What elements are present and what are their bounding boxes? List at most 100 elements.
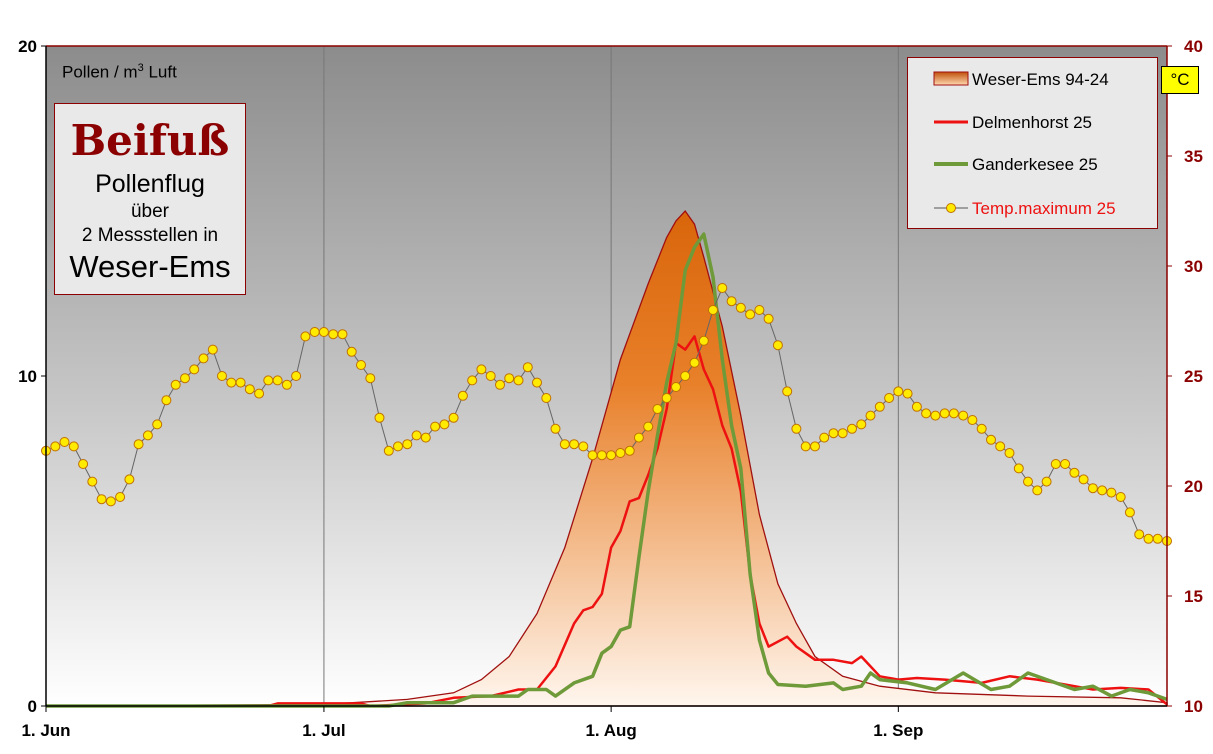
y-right-tick-label: 30 [1184, 257, 1203, 276]
temperature-point [152, 419, 163, 430]
temperature-point [448, 412, 459, 423]
temperature-point [1069, 467, 1080, 478]
y-right-tick-label: 35 [1184, 147, 1203, 166]
legend-swatches [933, 71, 969, 213]
temperature-point [142, 430, 153, 441]
x-tick-label: 1. Jun [21, 721, 70, 740]
temperature-point [1115, 492, 1126, 502]
temperature-point [263, 375, 274, 386]
temperature-point [986, 434, 996, 445]
axes [41, 45, 1172, 712]
temperature-point [374, 412, 385, 423]
temperature-point [541, 393, 552, 403]
temperature-point [180, 373, 190, 384]
temperature-point [133, 439, 144, 450]
temperature-point [207, 344, 218, 355]
temperature-point [124, 474, 135, 485]
temperature-point [911, 401, 922, 412]
title-box: Beifuß Pollenflug über 2 Messstellen in … [54, 103, 246, 295]
temperature-point [346, 346, 357, 357]
temperature-point [578, 441, 589, 452]
temperature-point [837, 428, 848, 439]
temperature-point [402, 439, 413, 450]
temperature-point [680, 371, 691, 381]
temperature-layer [41, 283, 1172, 546]
temperature-point [763, 313, 774, 324]
temperature-point [226, 377, 237, 388]
temperature-point [318, 327, 329, 337]
temperature-point [495, 379, 505, 390]
temperature-point [708, 305, 718, 315]
temperature-point [884, 393, 895, 403]
temperature-point [217, 371, 227, 381]
temperature-point [198, 353, 209, 364]
legend-label-weser-ems: Weser-Ems 94-24 [972, 70, 1109, 89]
temperature-point [513, 375, 524, 386]
temperature-point [161, 395, 172, 406]
temperature-point [948, 408, 959, 419]
temperature-point [772, 340, 783, 351]
temperature-point [569, 439, 580, 450]
y-left-tick-label: 0 [28, 697, 37, 716]
temperature-point [726, 296, 737, 307]
temperature-point [1097, 485, 1108, 496]
temperature-point [559, 439, 570, 450]
temperature-point [1013, 463, 1024, 474]
temperature-point [68, 441, 79, 452]
temperature-point [189, 364, 200, 375]
temperature-point [393, 441, 403, 452]
temperature-point [532, 377, 542, 388]
temperature-point [856, 419, 867, 430]
temperature-point [309, 327, 320, 337]
temperature-point [939, 408, 950, 419]
temperature-point [1023, 476, 1033, 487]
temperature-point [874, 401, 885, 412]
subtitle-messstellen: 2 Messstellen in [81, 225, 219, 246]
temperature-point [1124, 507, 1135, 518]
y-left-tick-label: 10 [18, 367, 37, 386]
temperature-point [921, 408, 932, 419]
series-line-ganderkesee [46, 232, 1168, 708]
subtitle-ueber: über [130, 201, 170, 222]
temperature-point [272, 375, 283, 386]
temperature-point [300, 331, 311, 342]
temperature-point [244, 384, 255, 395]
legend-label-delmenhorst: Delmenhorst 25 [972, 113, 1093, 132]
temperature-point [1087, 483, 1098, 494]
temperature-point [791, 423, 802, 434]
temperature-point [698, 335, 709, 346]
temperature-point [754, 305, 765, 315]
temperature-point [1152, 533, 1163, 544]
temperature-point [1078, 474, 1089, 485]
species-title: Beifuß [70, 116, 230, 165]
temperature-point [976, 423, 987, 434]
legend-swatch-temp-dot [946, 203, 956, 213]
temperature-point [847, 423, 857, 434]
y-axis-unit-label: Pollen / m3 Luft [62, 62, 177, 82]
temperature-point [504, 373, 515, 384]
temperature-point [356, 360, 366, 370]
y-right-tick-label: 15 [1184, 587, 1203, 606]
temperature-point [337, 329, 348, 340]
temperature-point [745, 309, 756, 320]
temperature-point [420, 432, 431, 443]
temperature-point [615, 448, 626, 458]
temperature-point [671, 382, 681, 392]
temperature-point [661, 393, 672, 403]
temperature-point [893, 386, 904, 397]
temperature-point [1060, 459, 1071, 469]
temperature-point [967, 415, 978, 425]
subtitle-region: Weser-Ems [69, 249, 231, 284]
temperature-point [78, 459, 89, 469]
temperature-point [1134, 529, 1145, 540]
temperature-point [254, 388, 265, 399]
temperature-point [930, 410, 941, 421]
temperature-point [1041, 476, 1052, 487]
temperature-point [587, 450, 598, 461]
temperature-point [50, 441, 61, 452]
temperature-point [96, 494, 107, 505]
temperature-point [633, 432, 644, 443]
temperature-point [457, 390, 468, 401]
temperature-point [383, 445, 394, 456]
y-right-tick-label: 25 [1184, 367, 1203, 386]
